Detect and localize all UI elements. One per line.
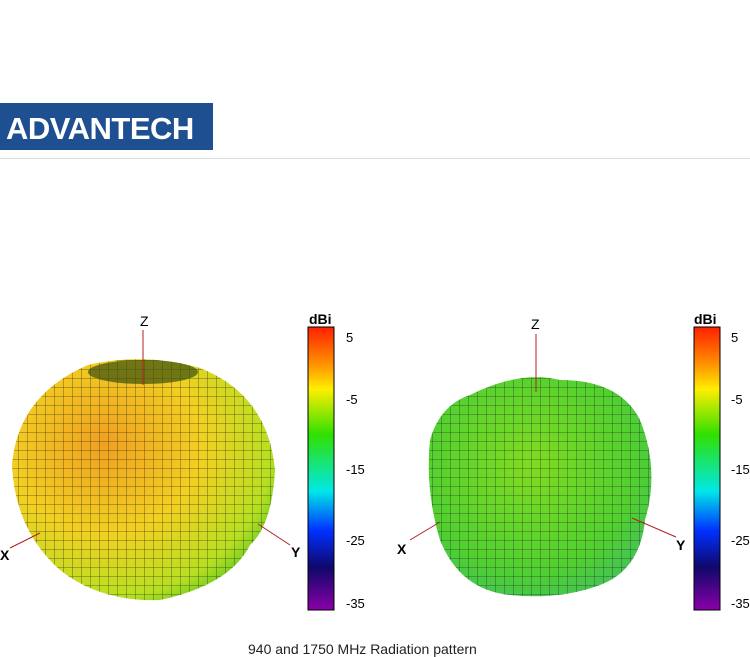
figure-caption: 940 and 1750 MHz Radiation pattern <box>248 641 477 657</box>
colorbar-tick: -35 <box>346 596 365 611</box>
colorbar-unit: dBi <box>694 311 717 327</box>
colorbar-tick: -35 <box>731 596 750 611</box>
colorbar-tick: -25 <box>731 533 750 548</box>
header-divider <box>0 158 750 159</box>
pattern-940mhz: Z X Y dBi 5 -5 -15 -25 -35 <box>0 311 365 611</box>
logo-text: ADVANTECH <box>6 111 194 146</box>
colorbar-tick: 5 <box>346 330 353 345</box>
colorbar-tick: -15 <box>731 462 750 477</box>
advantech-logo: ADVANTECH <box>0 103 213 150</box>
colorbar-tick: -15 <box>346 462 365 477</box>
colorbar <box>693 326 721 611</box>
y-axis-label: Y <box>291 544 301 560</box>
pattern-1750mhz: Z X Y dBi 5 -5 -15 -25 -35 <box>397 311 750 611</box>
x-axis-label: X <box>397 541 407 557</box>
colorbar-tick: -25 <box>346 533 365 548</box>
colorbar-tick: -5 <box>731 392 743 407</box>
z-axis-label: Z <box>531 316 540 332</box>
colorbar-unit: dBi <box>309 311 332 327</box>
z-axis-label: Z <box>140 313 149 329</box>
colorbar-tick: 5 <box>731 330 738 345</box>
colorbar-tick: -5 <box>346 392 358 407</box>
x-axis-label: X <box>0 547 10 563</box>
colorbar <box>307 326 335 611</box>
y-axis-label: Y <box>676 537 686 553</box>
